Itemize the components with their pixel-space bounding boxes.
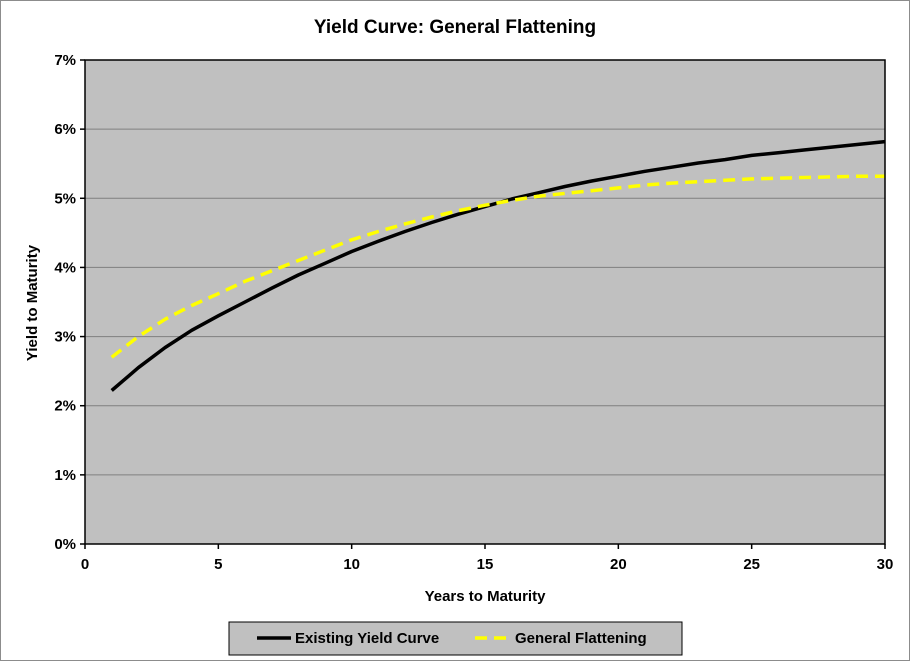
series-layer (110, 139, 886, 392)
legend-box (228, 621, 683, 656)
y-axis-title: Yield to Maturity (24, 244, 41, 361)
y-tick-label: 5% (54, 190, 76, 207)
x-tick-label: 30 (877, 556, 894, 573)
y-tick-label: 3% (54, 329, 76, 346)
x-tick-label: 20 (610, 556, 627, 573)
x-tick-label: 0 (81, 556, 89, 573)
legend-label-existing-yield-curve: Existing Yield Curve (295, 630, 439, 647)
y-tick-label: 4% (54, 259, 76, 276)
y-tick-label: 1% (54, 467, 76, 484)
series-line-general-flattening (110, 174, 885, 359)
y-axis-ticks: 0% 1% 2% 3% 4% 5% 6% 7% (54, 52, 85, 553)
y-tick-label: 0% (54, 536, 76, 553)
legend: Existing Yield Curve General Flattening (228, 621, 683, 656)
y-tick-label: 7% (54, 52, 76, 69)
x-tick-label: 5 (214, 556, 222, 573)
x-tick-label: 25 (743, 556, 760, 573)
plot-area (85, 60, 885, 544)
x-axis-title: Years to Maturity (425, 588, 547, 605)
chart-title: Yield Curve: General Flattening (314, 17, 596, 38)
y-tick-label: 2% (54, 398, 76, 415)
x-tick-label: 10 (343, 556, 360, 573)
gridlines (85, 128, 885, 476)
x-axis-ticks: 0 5 10 15 20 25 30 (81, 544, 894, 573)
x-tick-label: 15 (477, 556, 494, 573)
legend-label-general-flattening: General Flattening (515, 630, 647, 647)
y-tick-label: 6% (54, 121, 76, 138)
